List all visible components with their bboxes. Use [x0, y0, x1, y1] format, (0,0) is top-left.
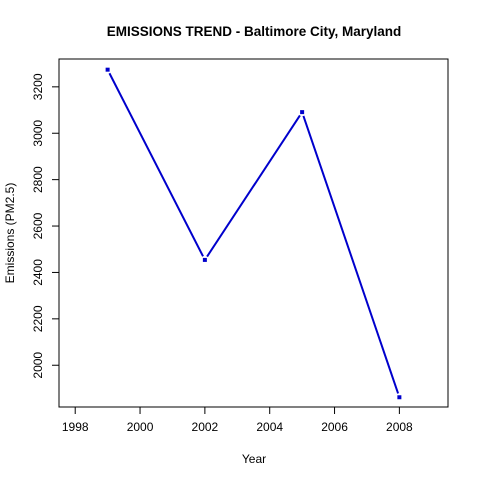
y-tick-label: 2000 — [31, 352, 45, 379]
series-line-segment — [108, 72, 204, 257]
plot-frame — [58, 58, 449, 408]
x-tick-label: 2002 — [192, 420, 219, 434]
data-point — [300, 110, 305, 115]
x-tick-label: 2008 — [386, 420, 413, 434]
y-axis: 2000 2200 2400 2600 2800 3000 3200 — [31, 73, 60, 379]
data-point — [105, 67, 110, 72]
y-tick-label: 3000 — [31, 120, 45, 147]
series-line-segment — [206, 114, 301, 258]
x-axis-label: Year — [242, 452, 266, 466]
chart-title: EMISSIONS TREND - Baltimore City, Maryla… — [107, 24, 402, 39]
x-tick-label: 1998 — [62, 420, 89, 434]
y-tick-label: 3200 — [31, 73, 45, 100]
series-layer — [105, 67, 402, 400]
series-line-segment — [302, 115, 400, 394]
x-axis: 1998 2000 2002 2004 2006 2008 — [62, 406, 413, 434]
x-tick-label: 2004 — [256, 420, 283, 434]
data-point — [397, 395, 402, 400]
data-point — [202, 257, 207, 262]
y-tick-label: 2600 — [31, 212, 45, 239]
x-tick-label: 2006 — [321, 420, 348, 434]
y-tick-label: 2200 — [31, 305, 45, 332]
y-tick-label: 2800 — [31, 166, 45, 193]
x-tick-label: 2000 — [127, 420, 154, 434]
y-axis-label: Emissions (PM2.5) — [3, 183, 17, 284]
y-tick-label: 2400 — [31, 259, 45, 286]
